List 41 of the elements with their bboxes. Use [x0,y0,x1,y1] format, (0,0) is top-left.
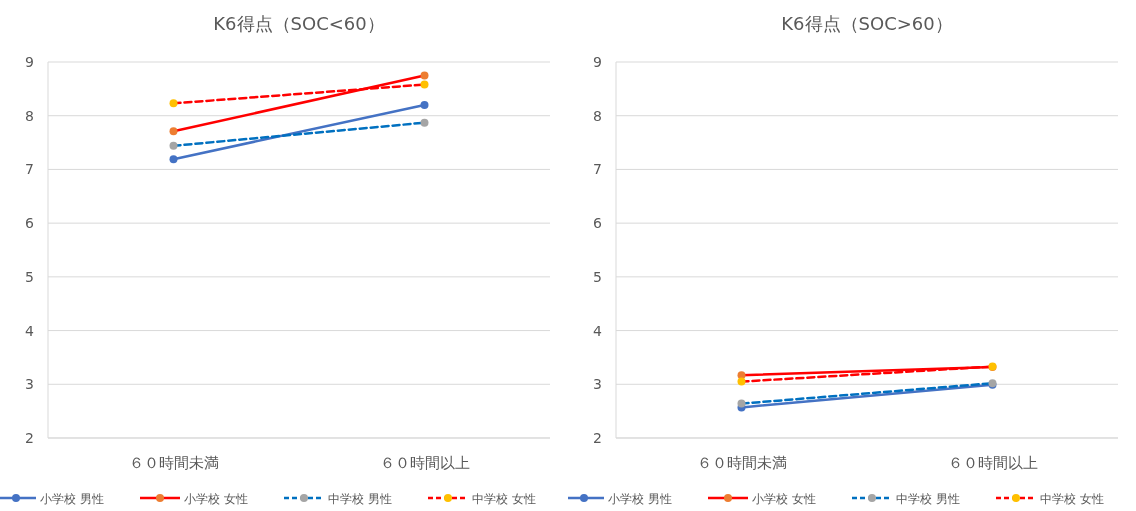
point [420,80,429,89]
y-tick-label: 7 [593,161,602,178]
y-tick-label: 5 [593,268,602,285]
point [420,71,429,80]
chart-title: K6得点（SOC>60） [781,13,953,34]
y-tick-label: 8 [25,107,34,124]
point [169,155,178,164]
y-tick-label: 5 [25,268,34,285]
x-tick-label: ６０時間未満 [696,454,787,472]
y-tick-label: 3 [25,376,34,393]
y-tick-label: 6 [593,215,603,232]
y-tick-label: 6 [25,215,35,232]
x-tick-label: ６０時間以上 [947,454,1038,472]
chart-title: K6得点（SOC<60） [213,13,385,34]
legend-label: 中学校 女性 [472,491,536,506]
point [420,100,429,109]
legend-label: 小学校 女性 [184,491,248,506]
point [169,99,178,108]
y-tick-label: 2 [593,430,602,446]
legend-label: 中学校 男性 [328,491,392,506]
point [169,141,178,150]
x-tick-label: ６０時間未満 [128,454,219,472]
legend-label: 中学校 男性 [896,491,960,506]
y-tick-label: 9 [593,54,602,70]
y-tick-label: 9 [25,54,34,70]
legend-label: 中学校 女性 [1040,491,1104,506]
y-tick-label: 4 [25,322,35,339]
point [737,377,746,386]
y-tick-label: 3 [593,376,602,393]
legend-label: 小学校 男性 [40,491,104,506]
y-tick-label: 7 [25,161,34,178]
point [737,399,746,408]
point [169,127,178,136]
point [420,118,429,127]
legend-label: 小学校 女性 [752,491,816,506]
y-tick-label: 8 [593,107,602,124]
x-tick-label: ６０時間以上 [379,454,470,472]
y-tick-label: 4 [593,322,603,339]
y-tick-label: 2 [25,430,34,446]
point [737,371,746,380]
legend-label: 小学校 男性 [608,491,672,506]
